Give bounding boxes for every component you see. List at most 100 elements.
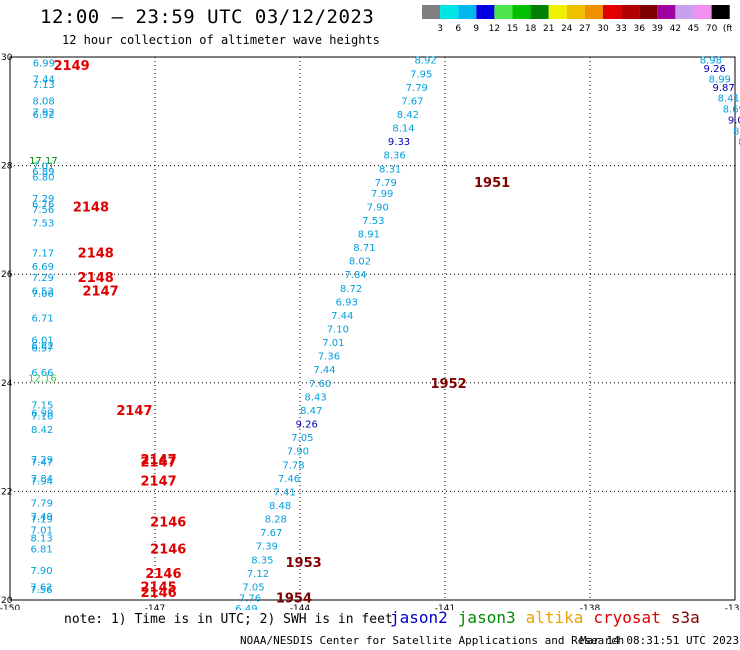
wave-height-point: 7.60: [309, 379, 331, 390]
wave-height-point: 6.01: [31, 335, 53, 346]
wave-height-point: 8.47: [733, 126, 740, 137]
wave-height-point: 7.01: [31, 525, 53, 536]
colorbar-swatch: [458, 5, 477, 19]
wave-height-point: 7.78: [282, 460, 304, 471]
wave-height-point: 7.62: [30, 582, 52, 593]
wave-height-point: 7.41: [273, 487, 295, 498]
wave-height-point: 8.71: [353, 243, 375, 254]
pass-label: 2147: [83, 284, 119, 299]
colorbar-swatch: [422, 5, 441, 19]
wave-height-point: 7.84: [31, 474, 53, 485]
wave-height-point: 8.13: [31, 534, 53, 545]
footer-note: note: 1) Time is in UTC; 2) SWH is in fe…: [64, 612, 393, 627]
pass-label: 2146: [150, 515, 186, 530]
pass-label: 2147: [141, 475, 177, 490]
wave-height-point: 7.67: [260, 528, 282, 539]
wave-height-point: 7.53: [362, 216, 384, 227]
pass-label: 2146: [141, 586, 177, 601]
wave-height-point: 8.42: [397, 110, 419, 121]
wave-height-point: 8.02: [349, 257, 371, 268]
wave-height-point: 7.19: [31, 515, 53, 526]
colorbar-label: 24: [561, 24, 573, 34]
wave-height-point: 7.29: [32, 273, 54, 284]
wave-height-point: 7.79: [406, 83, 428, 94]
colorbar-swatch: [440, 5, 459, 19]
wave-height-point: 7.39: [256, 542, 278, 553]
colorbar-label: 9: [473, 24, 479, 34]
wave-height-point: 7.56: [30, 585, 52, 596]
wave-height-point: 6.93: [336, 297, 358, 308]
legend-entry: altika: [525, 608, 584, 627]
colorbar-swatch: [657, 5, 676, 19]
wave-height-point: 6.82: [31, 341, 53, 352]
legend-entry: cryosat: [593, 608, 661, 627]
wave-height-point: 8.36: [383, 151, 405, 162]
wave-height-point: 6.81: [30, 544, 52, 555]
wave-height-point: 7.46: [278, 474, 300, 485]
wave-height-point: 7.05: [242, 582, 264, 593]
colorbar-label: 39: [652, 24, 664, 34]
pass-label: 2148: [73, 200, 109, 215]
wave-height-point: 7.94: [31, 477, 53, 488]
wave-height-point: 6.89: [32, 167, 54, 178]
footer-credit: NOAA/NESDIS Center for Satellite Applica…: [240, 634, 625, 647]
wave-height-point: 7.44: [33, 75, 55, 86]
wave-height-point: 6.76: [32, 200, 54, 211]
pass-label: 2147: [141, 456, 177, 471]
x-tick-label: -135: [725, 604, 740, 610]
wave-height-point: 7.15: [31, 401, 53, 412]
wave-height-point: 7.44: [331, 311, 353, 322]
colorbar-label: 45: [688, 24, 699, 34]
wave-height-point: 8.91: [358, 229, 380, 240]
wave-height-point: 7.90: [287, 447, 309, 458]
wave-height-point: 7.13: [33, 80, 55, 91]
wave-height-point: 7.90: [30, 566, 52, 577]
colorbar-swatch: [548, 5, 567, 19]
wave-height-point: 7.12: [247, 569, 269, 580]
wave-height-point: 9.33: [388, 137, 410, 148]
colorbar-swatch: [711, 5, 730, 19]
y-tick-label: 28: [1, 162, 13, 172]
wave-height-point: 7.17: [32, 248, 54, 259]
wave-height-point: 6.49: [235, 604, 257, 610]
colorbar-label: 12: [489, 24, 500, 34]
wave-height-point: 6.66: [31, 368, 53, 379]
wave-height-point: 7.01: [32, 162, 54, 173]
pass-label: 2146: [145, 567, 181, 582]
colorbar-label: 18: [525, 24, 537, 34]
footer-timestamp: Mar 14 08:31:51 UTC 2023: [580, 634, 739, 647]
wave-height-point: 8.35: [251, 555, 273, 566]
x-tick-label: -147: [145, 604, 165, 610]
x-tick-label: -144: [290, 604, 311, 610]
chart-subtitle: 12 hour collection of altimeter wave hei…: [62, 33, 380, 47]
wave-height-point: 8.41: [718, 94, 740, 105]
colorbar-label: 21: [543, 24, 554, 34]
y-tick-label: 26: [1, 270, 13, 280]
colorbar-swatch: [621, 5, 640, 19]
wave-height-point: 7.84: [344, 270, 366, 281]
wave-height-point: 7.90: [367, 202, 389, 213]
pass-label: 2148: [78, 246, 114, 261]
y-tick-label: 20: [1, 596, 13, 606]
wave-height-point: 7.44: [313, 365, 335, 376]
wave-height-point: 8.47: [300, 406, 322, 417]
colorbar-label: 36: [633, 24, 645, 34]
wave-height-point: 9.26: [704, 64, 726, 75]
chart-title: 12:00 — 23:59 UTC 03/12/2023: [40, 6, 375, 28]
pass-label: 1954: [276, 591, 312, 606]
wave-height-point: 9.87: [712, 83, 734, 94]
legend-entry: s3a: [670, 608, 700, 627]
wave-height-point: 9.04: [728, 115, 740, 126]
wave-height-point: 7.76: [239, 593, 261, 604]
colorbar-swatch: [675, 5, 694, 19]
wave-height-point: 6.57: [31, 344, 53, 355]
wave-height-point: 7.95: [410, 69, 432, 80]
pass-label: 2149: [54, 59, 90, 74]
wave-height-point: 6.69: [32, 262, 54, 273]
colorbar-swatch: [566, 5, 585, 19]
colorbar-label: 33: [615, 24, 626, 34]
colorbar-swatch: [603, 5, 622, 19]
wave-height-point: 7.10: [327, 325, 349, 336]
wave-height-point: 7.36: [318, 352, 340, 363]
